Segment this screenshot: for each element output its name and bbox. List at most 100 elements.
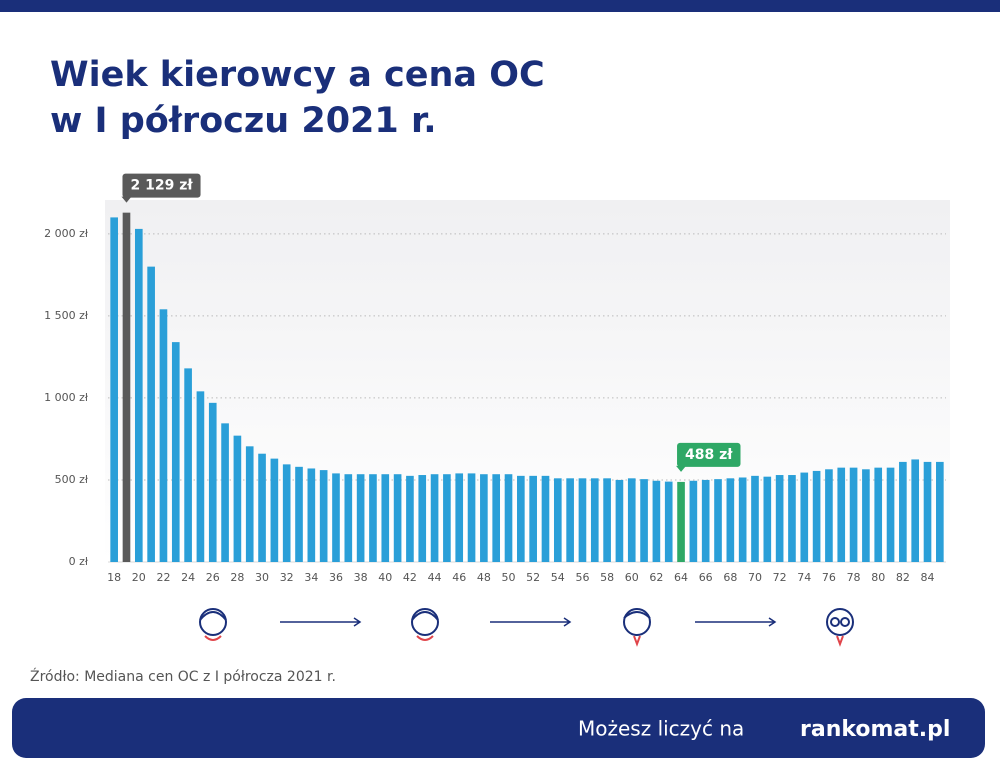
- arrow: [695, 617, 777, 627]
- bar: [221, 423, 229, 562]
- x-tick-label: 50: [502, 571, 516, 584]
- bar: [517, 475, 525, 562]
- bar: [443, 474, 451, 562]
- x-tick-label: 46: [452, 571, 466, 584]
- bar: [812, 470, 821, 562]
- bar: [208, 402, 217, 562]
- bar: [529, 475, 537, 562]
- x-tick-label: 42: [403, 571, 417, 584]
- bar: [652, 480, 661, 562]
- bar: [763, 476, 772, 562]
- bar: [553, 478, 562, 562]
- bar: [751, 475, 759, 562]
- bar: [825, 469, 833, 562]
- bar: [849, 467, 858, 562]
- bar: [775, 475, 784, 562]
- y-tick-label: 1 000 zł: [44, 391, 89, 404]
- bar: [134, 228, 143, 563]
- bar: [319, 470, 328, 562]
- x-tick-label: 66: [699, 571, 713, 584]
- bar: [171, 342, 180, 562]
- bar: [689, 480, 698, 562]
- source-note: Źródło: Mediana cen OC z I półrocza 2021…: [30, 667, 336, 685]
- bar: [936, 461, 944, 562]
- face-icon: [199, 608, 227, 641]
- x-tick-label: 68: [723, 571, 737, 584]
- bar: [369, 474, 377, 562]
- bar: [862, 469, 870, 562]
- x-tick-label: 26: [206, 571, 220, 584]
- bar: [467, 473, 476, 562]
- x-tick-label: 82: [896, 571, 910, 584]
- bar: [899, 461, 907, 562]
- value-label-pointer: [676, 465, 687, 472]
- bar: [664, 481, 673, 562]
- bar: [332, 473, 340, 562]
- x-tick-label: 64: [674, 571, 688, 584]
- x-tick-label: 18: [107, 571, 121, 584]
- bar: [738, 477, 747, 562]
- y-tick-label: 1 500 zł: [44, 309, 89, 322]
- bar: [480, 474, 488, 562]
- bar: [923, 461, 932, 562]
- top-strip: [0, 0, 1000, 12]
- x-tick-label: 76: [822, 571, 836, 584]
- bar: [701, 479, 710, 562]
- bar: [504, 474, 513, 562]
- bar: [886, 467, 895, 562]
- bar: [393, 474, 402, 562]
- x-tick-label: 80: [871, 571, 885, 584]
- bar: [603, 478, 611, 562]
- bar: [381, 474, 390, 562]
- x-tick-label: 54: [551, 571, 565, 584]
- bar: [615, 479, 624, 562]
- face-icon: [826, 608, 854, 647]
- bar: [714, 479, 722, 562]
- x-tick-label: 20: [132, 571, 146, 584]
- age-icons: [199, 608, 854, 647]
- bar: [492, 474, 501, 562]
- bar: [911, 459, 920, 562]
- bar: [184, 368, 192, 562]
- bar: [196, 391, 205, 562]
- bar: [541, 475, 550, 562]
- x-tick-label: 74: [797, 571, 811, 584]
- y-tick-label: 2 000 zł: [44, 227, 89, 240]
- bar: [110, 217, 118, 562]
- x-tick-label: 22: [156, 571, 170, 584]
- bar: [356, 474, 365, 562]
- bar: [788, 475, 796, 562]
- bar: [418, 475, 427, 562]
- x-tick-label: 36: [329, 571, 343, 584]
- bar: [874, 467, 883, 562]
- bar: [455, 473, 464, 562]
- value-label-pointer: [121, 196, 132, 203]
- x-tick-label: 56: [575, 571, 589, 584]
- bar: [295, 466, 303, 562]
- bar: [282, 464, 291, 562]
- value-label-box: [122, 173, 201, 198]
- bar: [406, 475, 414, 562]
- bar: [726, 478, 735, 562]
- plot-background: [105, 200, 950, 562]
- bar: [258, 453, 266, 562]
- bar: [307, 468, 316, 562]
- chart-title: w I półroczu 2021 r.: [50, 101, 437, 141]
- bar: [159, 309, 168, 562]
- bar: [627, 478, 636, 562]
- x-tick-label: 34: [304, 571, 318, 584]
- bar: [245, 446, 254, 562]
- bar: [640, 479, 648, 562]
- x-tick-label: 52: [526, 571, 540, 584]
- x-tick-label: 58: [600, 571, 614, 584]
- x-tick-label: 40: [378, 571, 392, 584]
- arrow: [490, 617, 572, 627]
- arrow: [280, 617, 362, 627]
- bar: [430, 474, 439, 562]
- value-label: 2 129 zł: [130, 178, 193, 194]
- x-tick-label: 84: [921, 571, 935, 584]
- x-tick-label: 44: [428, 571, 442, 584]
- bar: [344, 474, 353, 562]
- x-tick-label: 30: [255, 571, 269, 584]
